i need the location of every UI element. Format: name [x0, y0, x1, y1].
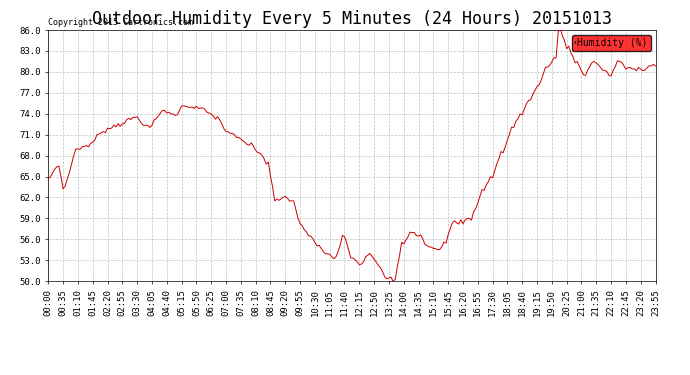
Legend: Humidity (%): Humidity (%) [573, 35, 651, 51]
Text: Copyright 2015 Cartronics.com: Copyright 2015 Cartronics.com [48, 18, 193, 27]
Title: Outdoor Humidity Every 5 Minutes (24 Hours) 20151013: Outdoor Humidity Every 5 Minutes (24 Hou… [92, 10, 612, 28]
